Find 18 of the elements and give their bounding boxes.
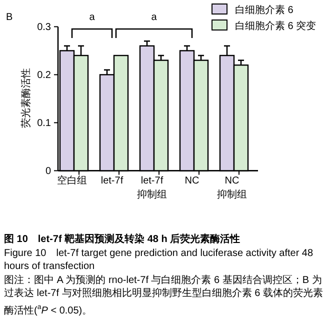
x-tick-label: NC 抑制组 (217, 176, 247, 201)
text: a (89, 12, 96, 23)
text: B (6, 12, 13, 23)
y-tick-label: 0 (45, 166, 52, 178)
y-tick-label: 0.3 (37, 22, 52, 34)
legend-label: 白细胞介素 6 突变 (235, 20, 316, 32)
text: 图 10 let-7f 靶基因预测及转染 48 h 后荧光素酶活性 (4, 233, 242, 246)
text: Figure 10 let-7f target gene prediction and luciferase activity after 48 hours of transfection (4, 246, 314, 274)
x-tick-label: let-7f (100, 176, 124, 187)
y-tick-label: 0.2 (37, 70, 52, 82)
text: 图注：图中 A 为预测的 rno-let-7f 与白细胞介素 6 基因结合调控区；B 为过表达 let-7f 与对照细胞相比明显抑制野生型白细胞介素 6 载体的荧光素酶活性($^{a}$P < 0.05)。 (4, 274, 324, 318)
x-tick-label: 空白组 (57, 174, 87, 187)
y-axis-title: 荧光素酶活性 (20, 68, 32, 128)
x-tick-label: NC (184, 176, 200, 187)
legend-label: 白细胞介素 6 (235, 4, 294, 16)
y-tick-label: 0.1 (37, 118, 52, 130)
text: a (151, 12, 158, 23)
x-tick-label: let-7f 抑制组 (137, 176, 167, 201)
